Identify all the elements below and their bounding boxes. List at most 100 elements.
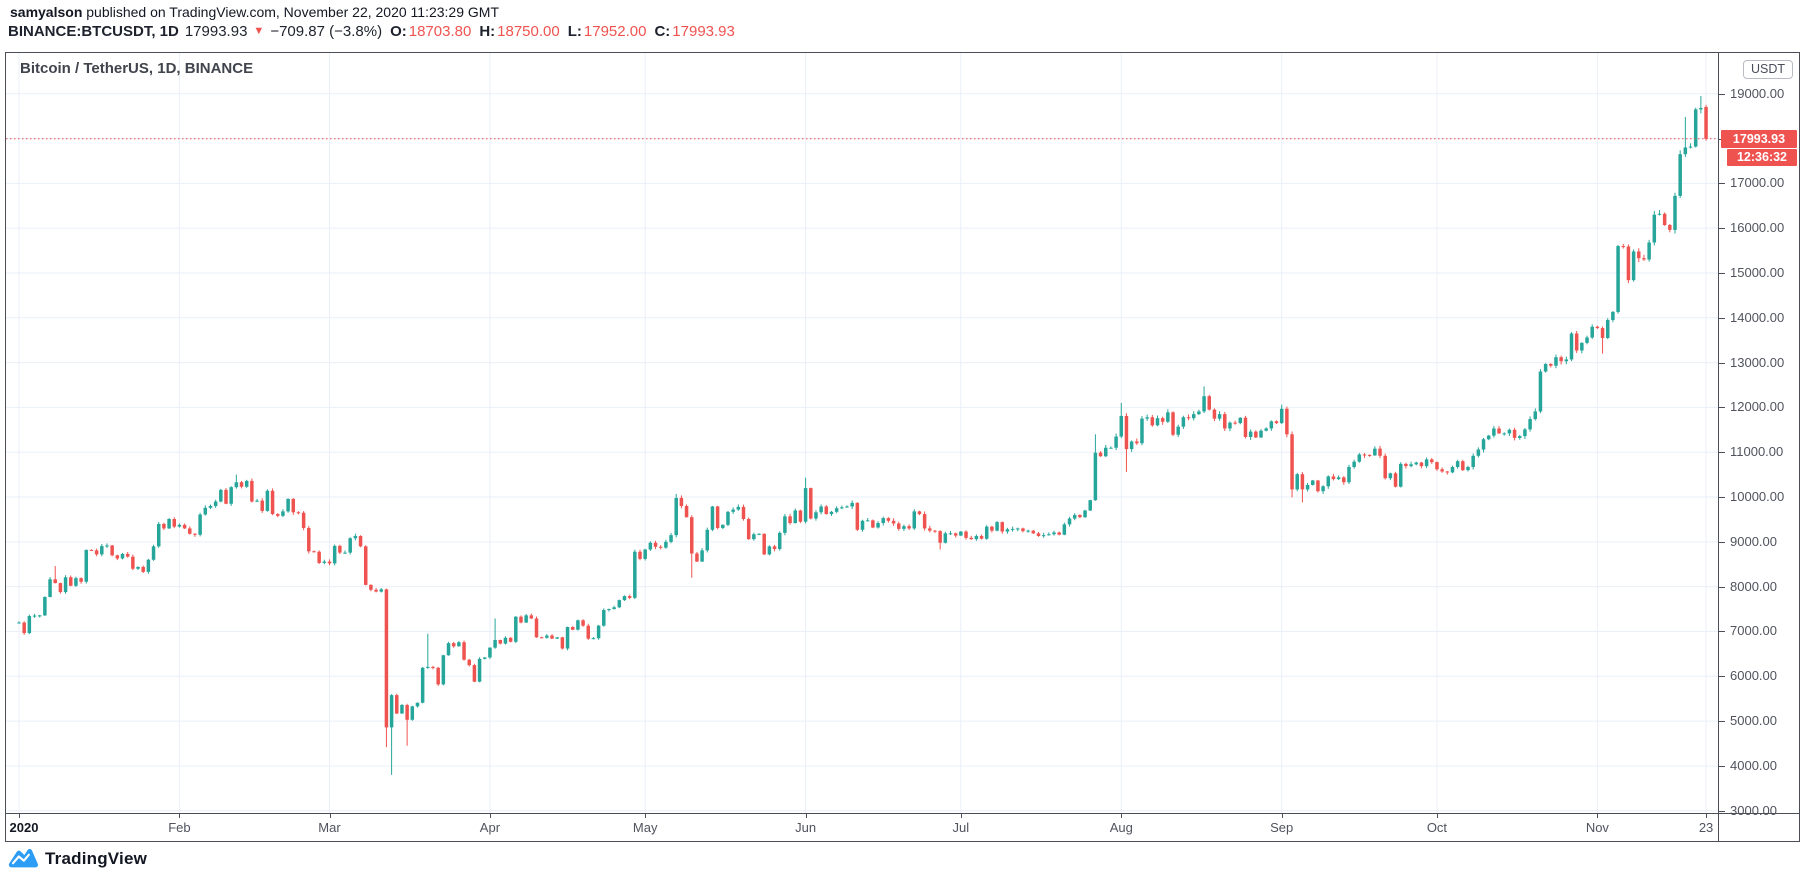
candle[interactable]	[969, 535, 973, 540]
candle[interactable]	[363, 545, 368, 586]
candle[interactable]	[1326, 475, 1331, 489]
candle[interactable]	[27, 614, 32, 635]
candle[interactable]	[1160, 416, 1165, 425]
candle[interactable]	[658, 545, 663, 550]
candle[interactable]	[1693, 107, 1698, 148]
candle[interactable]	[534, 616, 539, 638]
candle[interactable]	[395, 693, 399, 715]
candle[interactable]	[840, 505, 844, 510]
candle[interactable]	[488, 647, 492, 659]
candle[interactable]	[198, 512, 202, 537]
candle[interactable]	[156, 522, 161, 548]
candle[interactable]	[1321, 485, 1325, 494]
candle[interactable]	[1673, 192, 1677, 234]
candle[interactable]	[250, 478, 254, 503]
candle[interactable]	[1419, 461, 1424, 469]
candle[interactable]	[674, 493, 678, 538]
candle[interactable]	[1279, 404, 1284, 425]
candle[interactable]	[405, 703, 409, 746]
candle[interactable]	[1435, 461, 1439, 471]
candle[interactable]	[260, 498, 264, 513]
candle[interactable]	[1238, 417, 1243, 425]
candle[interactable]	[348, 537, 352, 555]
candle[interactable]	[1000, 521, 1005, 534]
candle[interactable]	[1492, 425, 1496, 438]
candle[interactable]	[959, 531, 963, 537]
candle[interactable]	[731, 507, 735, 514]
candle[interactable]	[332, 544, 337, 566]
candle[interactable]	[777, 531, 782, 551]
candle[interactable]	[1109, 446, 1113, 449]
candle[interactable]	[353, 533, 358, 541]
candle[interactable]	[1269, 420, 1274, 431]
candle[interactable]	[441, 654, 446, 686]
candle[interactable]	[462, 640, 466, 661]
candle[interactable]	[146, 558, 151, 574]
candle[interactable]	[943, 531, 948, 544]
candle[interactable]	[48, 577, 52, 598]
candle[interactable]	[1409, 461, 1413, 468]
candle[interactable]	[193, 533, 197, 537]
candle[interactable]	[105, 543, 109, 548]
candle[interactable]	[203, 505, 208, 516]
candle[interactable]	[1367, 454, 1372, 457]
candle[interactable]	[1497, 426, 1501, 434]
candle[interactable]	[1642, 254, 1646, 261]
candle[interactable]	[426, 633, 430, 669]
candle[interactable]	[767, 545, 772, 556]
candle[interactable]	[1549, 363, 1553, 368]
candle[interactable]	[933, 529, 937, 533]
candle[interactable]	[845, 505, 849, 508]
candle[interactable]	[1626, 244, 1631, 284]
candle[interactable]	[695, 551, 699, 563]
candle[interactable]	[1021, 527, 1025, 533]
candle[interactable]	[529, 613, 534, 620]
candle[interactable]	[1414, 461, 1419, 466]
candle[interactable]	[1533, 408, 1538, 421]
candle[interactable]	[1088, 499, 1092, 511]
chart-area[interactable]: Bitcoin / TetherUS, 1D, BINANCE USDT 179…	[5, 52, 1800, 842]
candle[interactable]	[1124, 413, 1129, 472]
candle[interactable]	[1207, 394, 1212, 411]
candle[interactable]	[141, 565, 145, 574]
candle[interactable]	[953, 532, 958, 538]
candle[interactable]	[1585, 335, 1589, 345]
candle[interactable]	[1104, 444, 1108, 458]
candle[interactable]	[224, 488, 228, 505]
candle[interactable]	[1155, 415, 1160, 427]
candle[interactable]	[1217, 411, 1222, 421]
candle[interactable]	[1352, 459, 1356, 469]
candle[interactable]	[1295, 472, 1299, 492]
candle[interactable]	[1290, 431, 1294, 498]
candle[interactable]	[37, 614, 42, 618]
candle[interactable]	[757, 533, 761, 536]
candle[interactable]	[1388, 472, 1393, 481]
candle[interactable]	[270, 488, 275, 516]
candle[interactable]	[1430, 458, 1434, 464]
candle[interactable]	[793, 508, 798, 524]
candle[interactable]	[814, 510, 818, 521]
candle[interactable]	[327, 559, 332, 566]
candle[interactable]	[617, 599, 622, 609]
candle[interactable]	[358, 535, 363, 548]
candle[interactable]	[400, 703, 404, 714]
candle[interactable]	[415, 702, 420, 708]
candle[interactable]	[710, 505, 715, 532]
candle[interactable]	[834, 506, 839, 514]
candle[interactable]	[1383, 453, 1387, 480]
candle[interactable]	[1010, 526, 1015, 532]
candle[interactable]	[565, 626, 570, 651]
candle[interactable]	[1471, 453, 1475, 470]
candle[interactable]	[819, 504, 823, 515]
candle[interactable]	[1590, 324, 1594, 340]
candle[interactable]	[700, 548, 704, 562]
candle[interactable]	[177, 523, 182, 528]
candle[interactable]	[244, 479, 249, 488]
candle[interactable]	[519, 615, 523, 624]
candle[interactable]	[1507, 428, 1512, 436]
candle[interactable]	[276, 513, 280, 518]
candle[interactable]	[1026, 529, 1030, 533]
candle[interactable]	[84, 549, 89, 584]
candle[interactable]	[752, 532, 756, 541]
candle[interactable]	[74, 576, 78, 588]
